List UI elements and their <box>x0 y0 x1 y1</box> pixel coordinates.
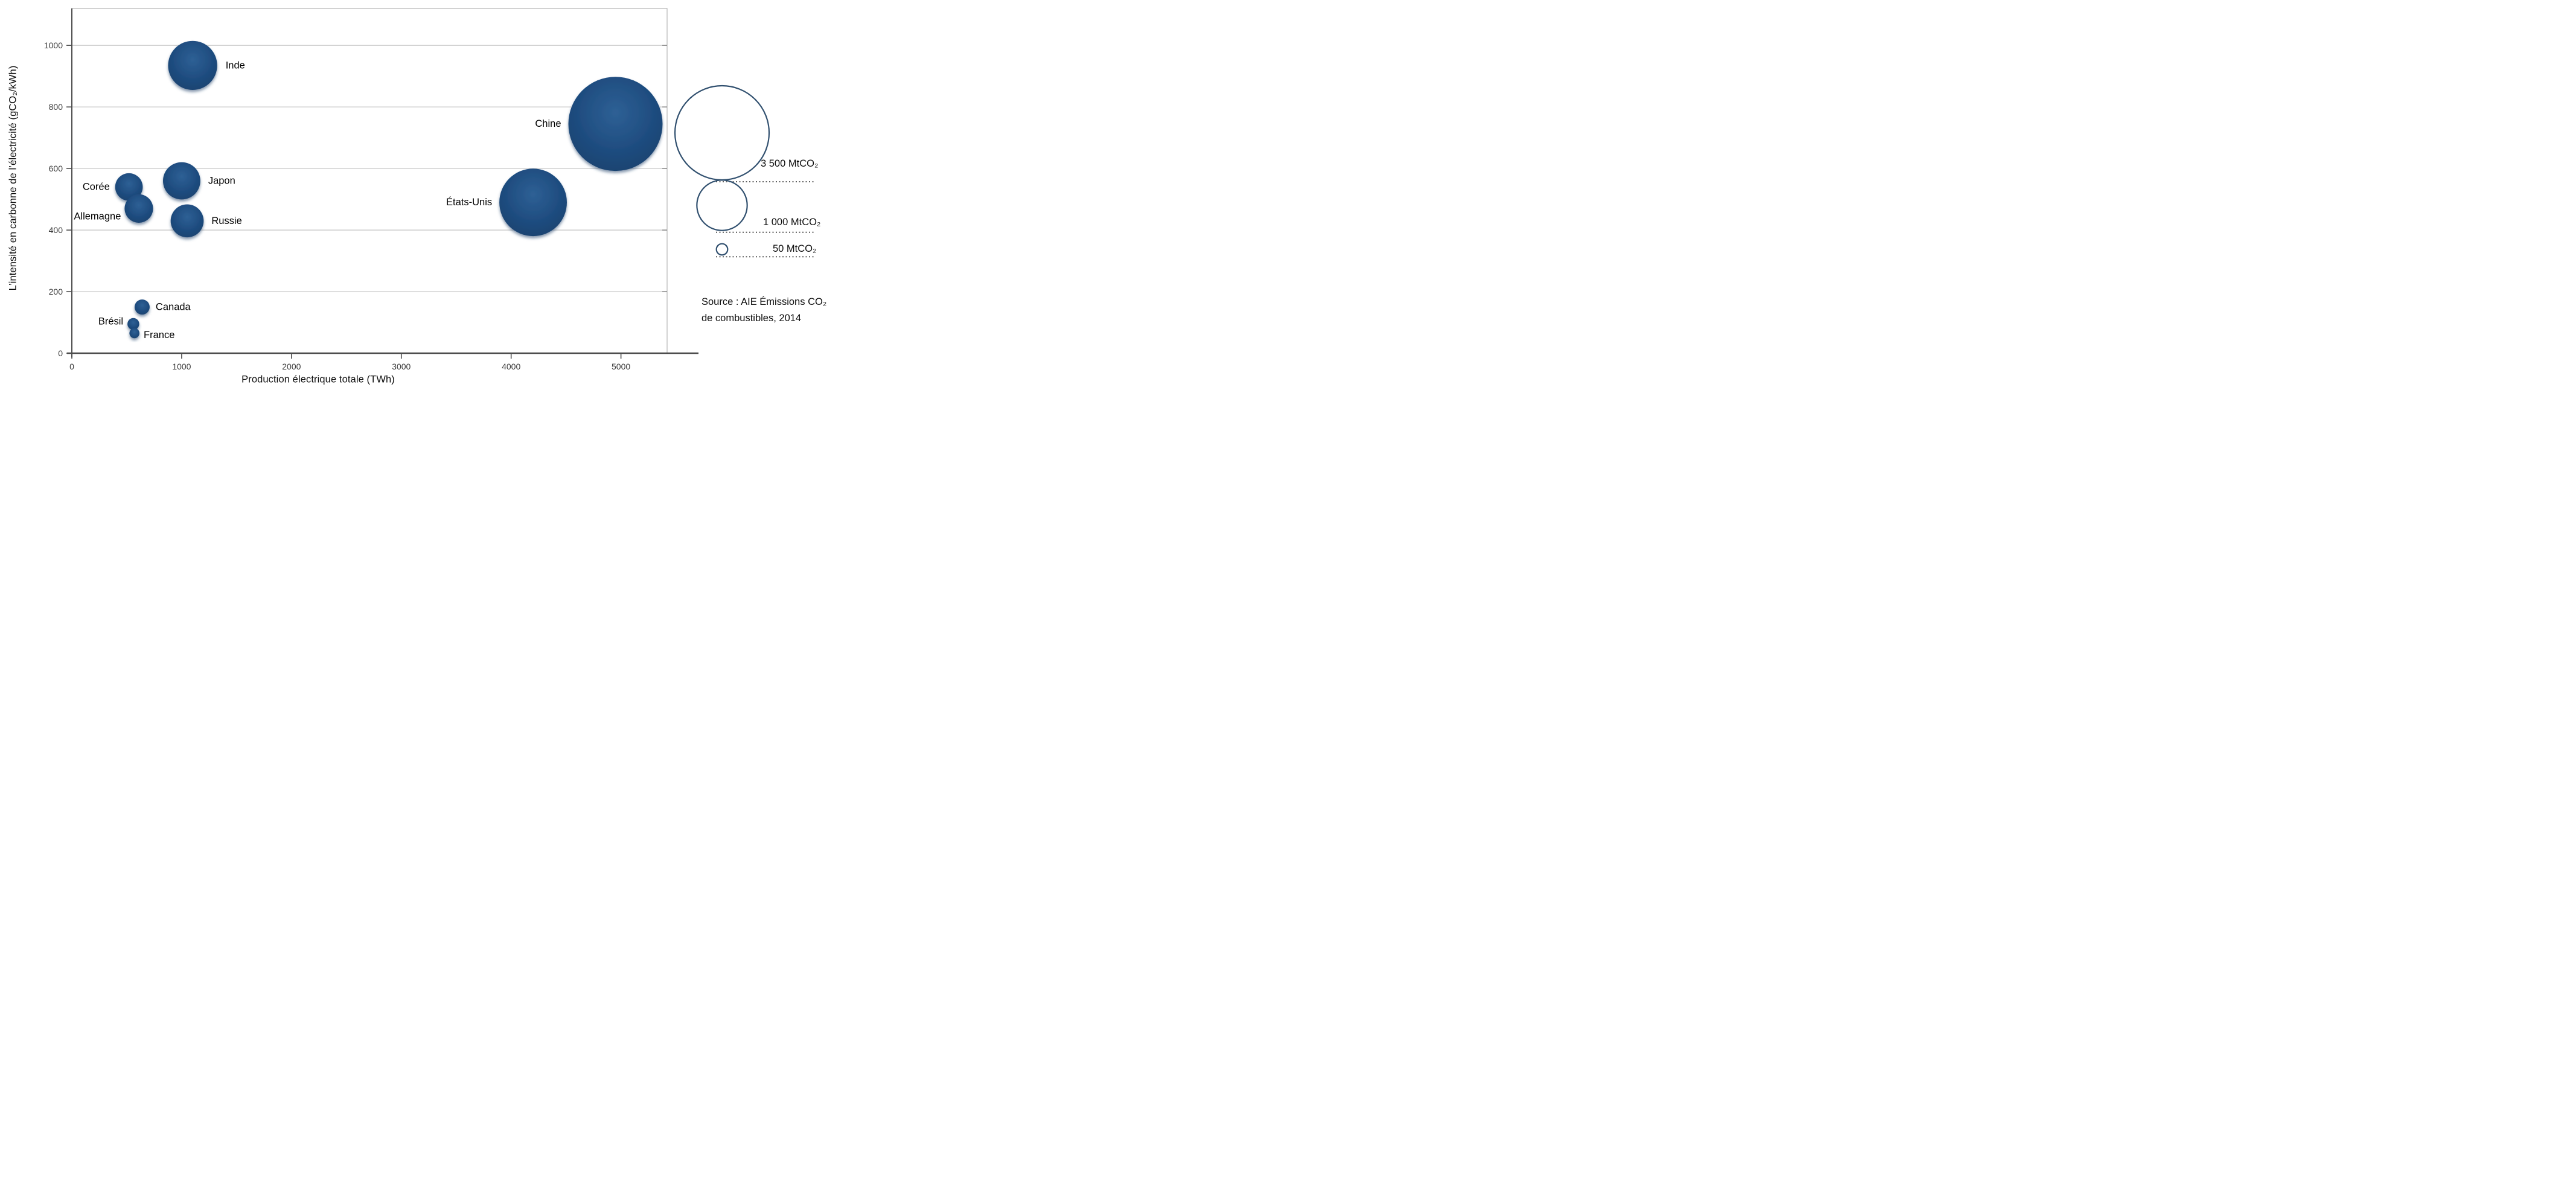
legend-circle-1000 <box>696 179 748 231</box>
x-tick-label-3000: 3000 <box>392 362 411 371</box>
y-tick-label-0: 0 <box>58 348 63 358</box>
bubble-bresil <box>127 318 139 330</box>
y-tick-label-800: 800 <box>49 102 63 112</box>
source-note: Source : AIE Émissions CO₂ de combustibl… <box>702 294 826 327</box>
y-tick-label-600: 600 <box>49 164 63 173</box>
bubble-label-etats-unis: États-Unis <box>446 196 492 208</box>
y-tick-label-200: 200 <box>49 287 63 296</box>
x-axis-title: Production électrique totale (TWh) <box>241 374 395 385</box>
legend-circle-3500 <box>674 85 770 181</box>
y-axis-title: L’intensité en carbonne de l’électricité… <box>7 65 19 291</box>
bubble-japon <box>163 162 200 200</box>
bubble-label-bresil: Brésil <box>98 316 123 327</box>
y-tick-label-400: 400 <box>49 225 63 235</box>
bubble-coree <box>115 173 143 201</box>
x-tick-label-0: 0 <box>69 362 74 371</box>
bubble-label-coree: Corée <box>83 182 110 193</box>
bubbles-layer: Inde Chine États-Unis Japon Russie Corée Allem… <box>74 40 663 341</box>
bubble-france <box>129 328 140 339</box>
bubble-canada <box>134 299 150 315</box>
bubble-label-allemagne: Allemagne <box>74 211 121 222</box>
x-tick-label-4000: 4000 <box>502 362 520 371</box>
source-line-2: de combustibles, 2014 <box>702 313 802 324</box>
source-line-1: Source : AIE Émissions CO₂ <box>702 296 827 307</box>
legend-label-50: 50 MtCO₂ <box>773 243 816 254</box>
legend-label-3500: 3 500 MtCO₂ <box>761 158 818 169</box>
size-legend: 3 500 MtCO₂ 1 000 MtCO₂ 50 MtCO₂ <box>674 85 820 258</box>
bubble-etats-unis <box>499 168 567 237</box>
chart-svg: 0 1000 2000 3000 4000 5000 0 200 400 600 800 1000 In… <box>44 8 820 371</box>
x-tick-label-1000: 1000 <box>172 362 191 371</box>
bubble-inde <box>168 40 217 90</box>
legend-label-1000: 1 000 MtCO₂ <box>763 217 820 228</box>
bubble-label-canada: Canada <box>156 302 191 313</box>
bubble-allemagne <box>124 194 153 223</box>
x-tick-label-2000: 2000 <box>282 362 301 371</box>
bubble-label-france: France <box>144 330 174 341</box>
bubble-label-russie: Russie <box>211 216 241 226</box>
x-tick-label-5000: 5000 <box>612 362 630 371</box>
bubble-chine <box>568 77 663 171</box>
legend-circle-50 <box>715 243 729 256</box>
bubble-chart: 0 1000 2000 3000 4000 5000 0 200 400 600 800 1000 In… <box>0 0 858 397</box>
bubble-label-chine: Chine <box>535 118 561 129</box>
y-tick-label-1000: 1000 <box>44 40 63 50</box>
bubble-label-japon: Japon <box>208 176 235 187</box>
bubble-label-inde: Inde <box>226 60 245 71</box>
bubble-russie <box>170 204 204 238</box>
